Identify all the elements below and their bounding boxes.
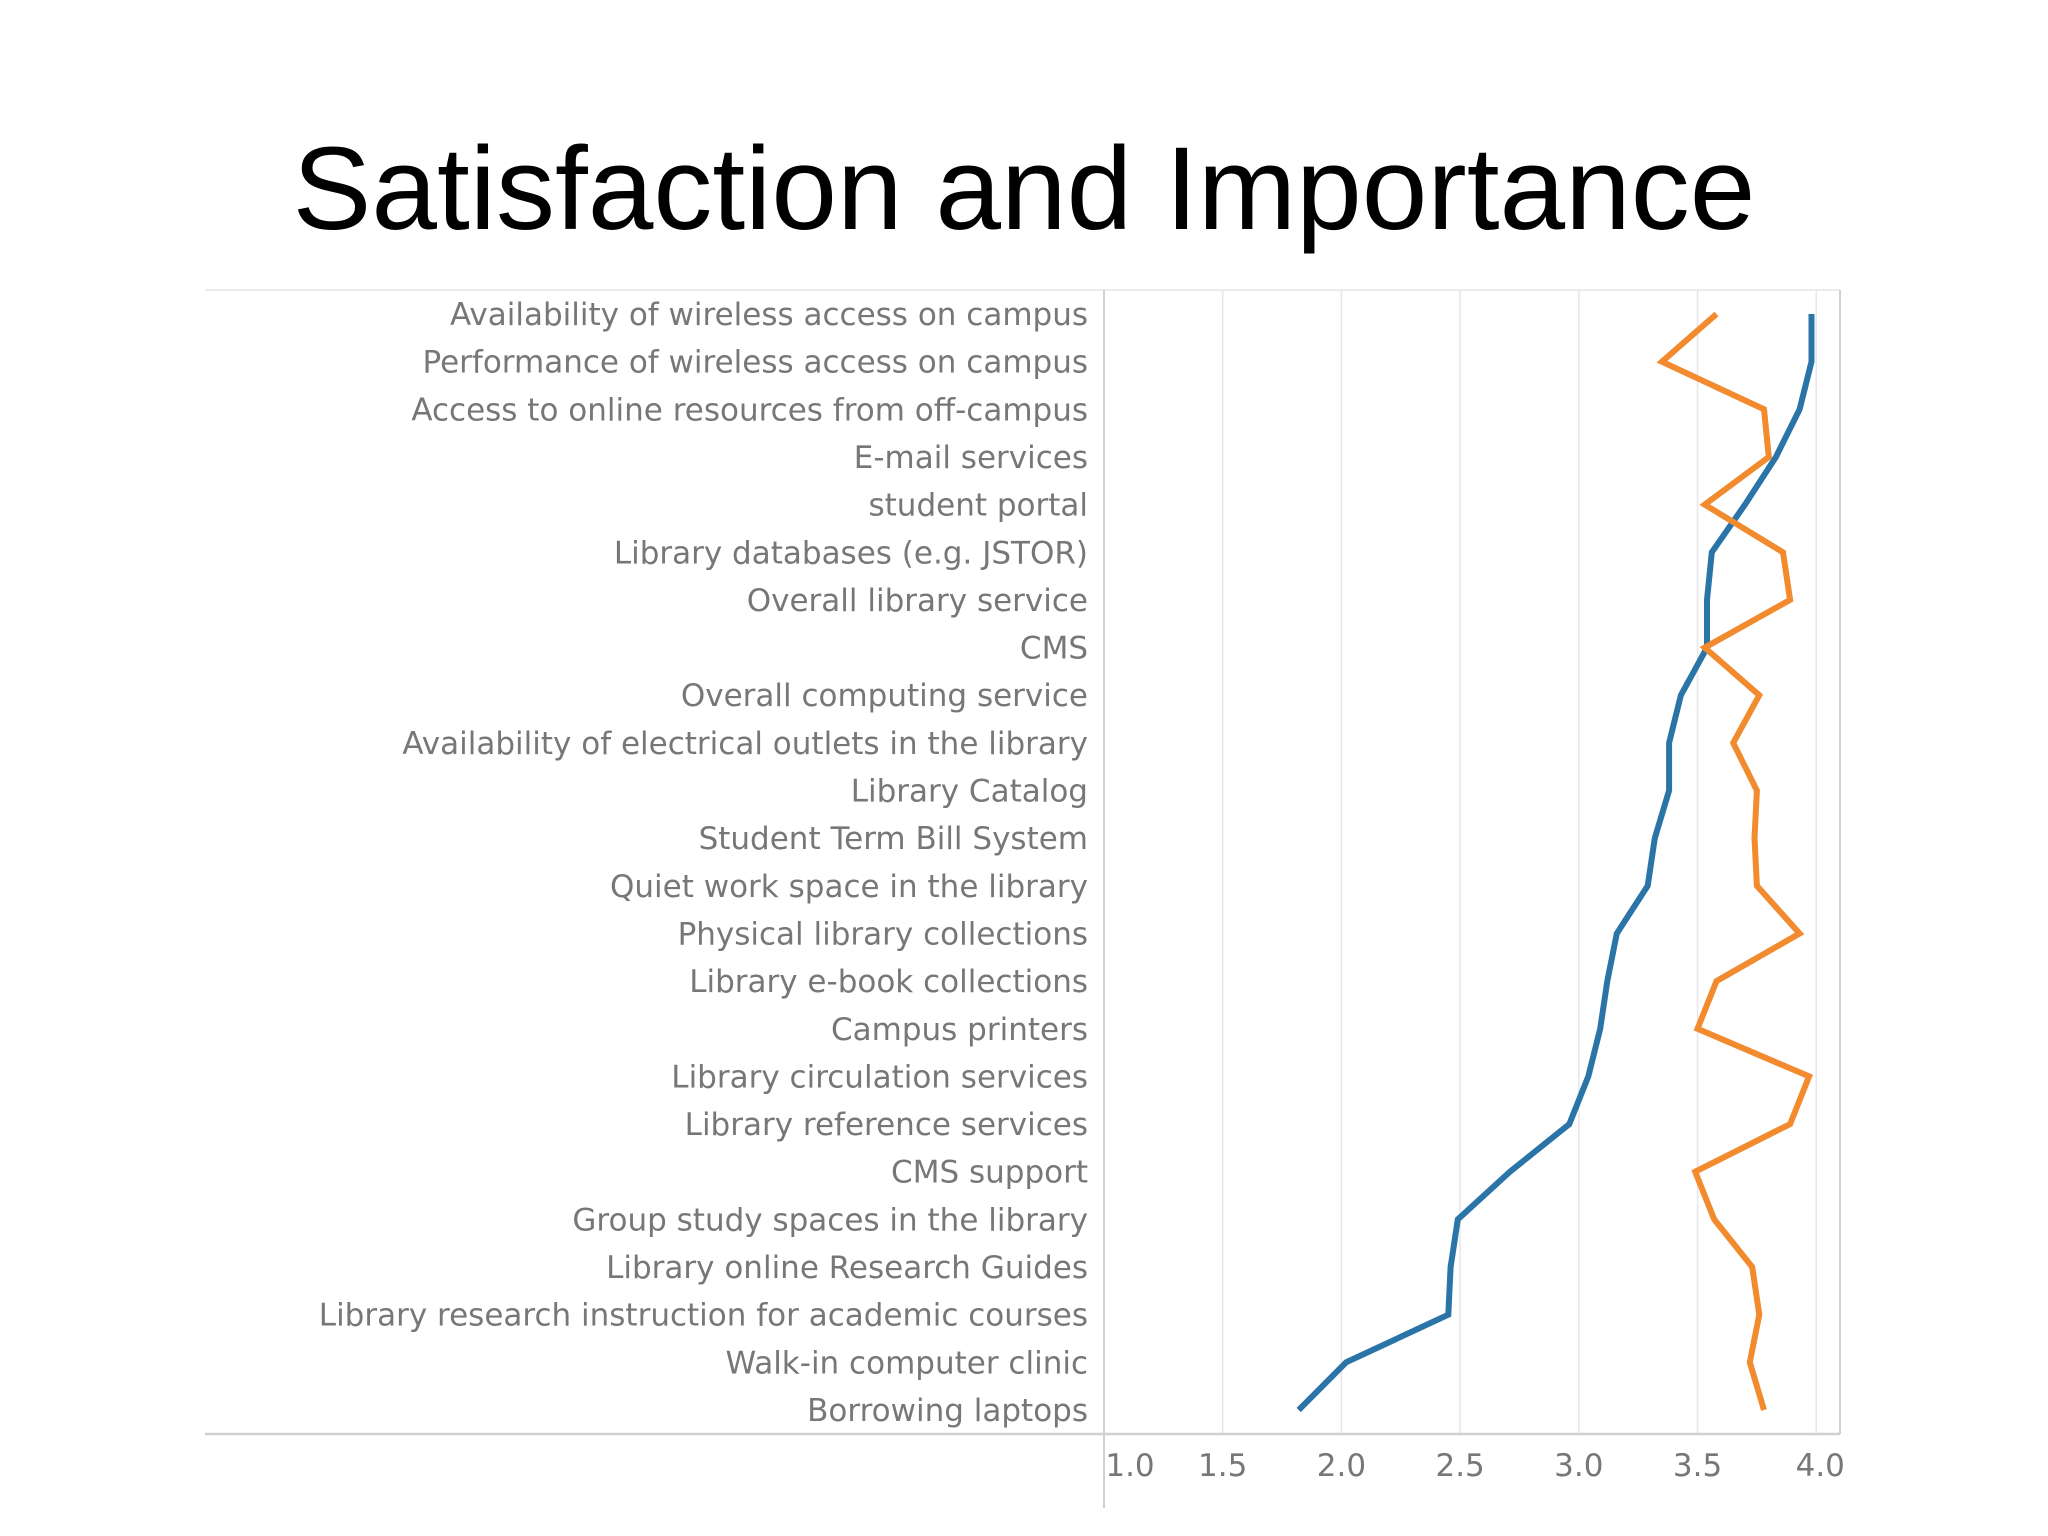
x-tick-label: 2.0	[1317, 1448, 1366, 1484]
series-line-blue	[1296, 314, 1815, 1413]
grid-layer	[1221, 290, 1818, 1434]
category-label: CMS support	[891, 1155, 1088, 1191]
category-label: Library reference services	[685, 1107, 1088, 1143]
category-label: student portal	[868, 488, 1088, 524]
category-label: Library circulation services	[671, 1059, 1088, 1095]
category-label: Campus printers	[831, 1012, 1088, 1048]
x-tick-label: 3.5	[1673, 1448, 1722, 1484]
slide-title: Satisfaction and Importance	[292, 123, 1756, 255]
category-label: Borrowing laptops	[807, 1393, 1088, 1429]
x-axis-ticks: 1.0 1.5 2.0 2.5 3.0 3.5 4.0	[1105, 1448, 1845, 1484]
x-tick-label: 2.5	[1435, 1448, 1484, 1484]
x-tick-label: 1.5	[1198, 1448, 1247, 1484]
category-label: Library research instruction for academi…	[319, 1298, 1088, 1334]
category-label: Walk-in computer clinic	[726, 1345, 1088, 1381]
category-label: Group study spaces in the library	[572, 1202, 1088, 1238]
category-label: Library e-book collections	[689, 964, 1088, 1000]
chart-frame	[205, 289, 1841, 1508]
category-label: Overall library service	[747, 583, 1088, 619]
category-label: Access to online resources from off-camp…	[411, 392, 1088, 428]
x-tick-label: 3.0	[1554, 1448, 1603, 1484]
category-label: Physical library collections	[678, 916, 1088, 952]
category-label: Overall computing service	[681, 678, 1088, 714]
category-label: Student Term Bill System	[699, 821, 1088, 857]
series-line-orange	[1656, 311, 1813, 1411]
x-tick-label: 1.0	[1105, 1448, 1154, 1484]
series-lines	[1296, 311, 1815, 1413]
category-label: E-mail services	[854, 440, 1088, 476]
category-label: Library databases (e.g. JSTOR)	[614, 535, 1088, 571]
category-label: Quiet work space in the library	[610, 869, 1088, 905]
category-label: Library Catalog	[851, 774, 1088, 810]
x-tick-label: 4.0	[1796, 1448, 1845, 1484]
category-label: Performance of wireless access on campus	[423, 345, 1088, 381]
category-label: Availability of electrical outlets in th…	[402, 726, 1088, 762]
category-label: Library online Research Guides	[606, 1250, 1088, 1286]
category-label: Availability of wireless access on campu…	[450, 297, 1088, 333]
category-label: CMS	[1020, 631, 1088, 667]
category-labels: Availability of wireless access on campu…	[319, 297, 1088, 1429]
